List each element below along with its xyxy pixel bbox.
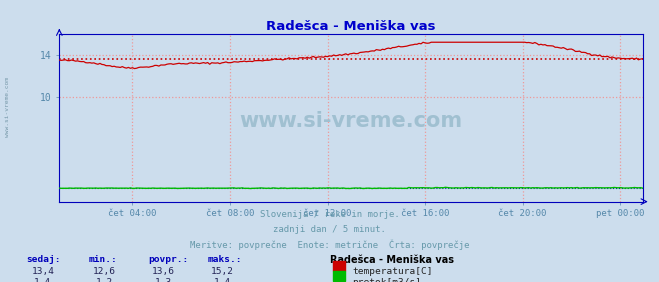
- Text: 1,4: 1,4: [214, 278, 231, 282]
- Text: 12,6: 12,6: [93, 267, 115, 276]
- Title: Radešca - Meniška vas: Radešca - Meniška vas: [266, 20, 436, 33]
- Text: pretok[m3/s]: pretok[m3/s]: [353, 278, 422, 282]
- Text: min.:: min.:: [89, 255, 118, 264]
- Text: 13,6: 13,6: [152, 267, 175, 276]
- Text: povpr.:: povpr.:: [148, 255, 188, 264]
- Text: www.si-vreme.com: www.si-vreme.com: [5, 77, 11, 137]
- Text: temperatura[C]: temperatura[C]: [353, 267, 433, 276]
- Text: Meritve: povprečne  Enote: metrične  Črta: povprečje: Meritve: povprečne Enote: metrične Črta:…: [190, 239, 469, 250]
- Text: Slovenija / reke in morje.: Slovenija / reke in morje.: [260, 210, 399, 219]
- Text: 1,2: 1,2: [96, 278, 113, 282]
- Text: 1,4: 1,4: [34, 278, 51, 282]
- Text: 15,2: 15,2: [212, 267, 234, 276]
- Text: zadnji dan / 5 minut.: zadnji dan / 5 minut.: [273, 225, 386, 234]
- Text: www.si-vreme.com: www.si-vreme.com: [239, 111, 463, 131]
- Text: 13,4: 13,4: [32, 267, 54, 276]
- Text: Radešca - Meniška vas: Radešca - Meniška vas: [330, 255, 453, 265]
- Text: sedaj:: sedaj:: [26, 255, 61, 264]
- Text: 1,3: 1,3: [155, 278, 172, 282]
- Text: maks.:: maks.:: [208, 255, 242, 264]
